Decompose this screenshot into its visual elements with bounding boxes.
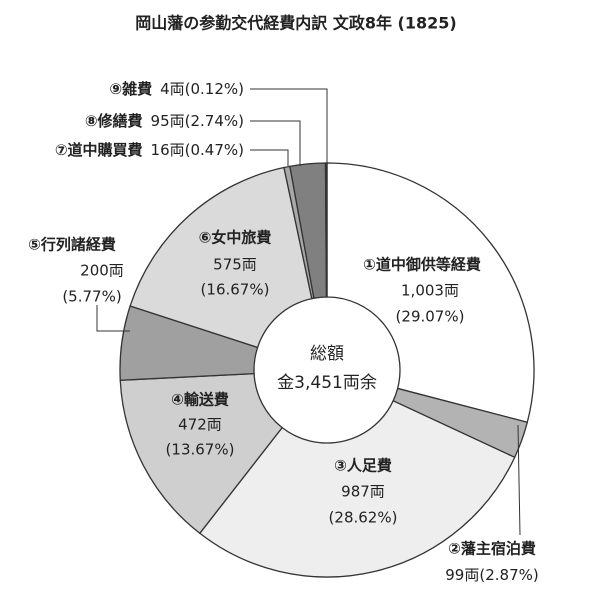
- donut-slice: [119, 372, 284, 535]
- leader-line: [250, 120, 301, 166]
- percent-label: (5.77%): [62, 288, 121, 306]
- percent-label: (2.74%): [185, 112, 244, 130]
- slice-name: ⑧修繕費: [85, 112, 143, 130]
- percent-label: (0.47%): [185, 141, 244, 159]
- value-label: 200両: [80, 262, 124, 280]
- center-title: 総額: [310, 344, 344, 364]
- value-label: 4両: [160, 80, 185, 98]
- value-label: 95両: [151, 112, 185, 130]
- slice-name: ⑨雑費: [109, 80, 152, 98]
- slice-label: ⑧修繕費 95両(2.74%): [85, 112, 244, 130]
- slice-name: ③人足費: [334, 457, 392, 475]
- slice-name: ⑦道中購買費: [55, 141, 143, 159]
- donut-slice: [129, 166, 313, 349]
- value-label: 575両: [213, 256, 257, 274]
- slice-name: ④輸送費: [171, 391, 229, 409]
- leader-line: [250, 149, 289, 166]
- value-label: 99両: [445, 566, 479, 584]
- percent-label: (13.67%): [166, 441, 235, 459]
- value-label: 1,003両: [401, 282, 459, 300]
- percent-label: (29.07%): [396, 308, 465, 326]
- donut-slice: [324, 162, 328, 298]
- leader-line: [96, 305, 130, 332]
- percent-label: (28.62%): [329, 509, 398, 527]
- value-percent-label: 99両(2.87%): [445, 566, 538, 584]
- donut-slice: [198, 399, 516, 578]
- slice-name: ①道中御供等経費: [363, 256, 481, 274]
- slice-label: ⑦道中購買費 16両(0.47%): [55, 141, 244, 159]
- leader-line: [517, 424, 521, 536]
- slice-name: ⑤行列諸経費: [28, 236, 116, 254]
- value-label: 16両: [151, 141, 185, 159]
- leader-line: [250, 88, 328, 170]
- center-label: 金3,451両余: [277, 373, 377, 393]
- percent-label: (16.67%): [201, 281, 270, 299]
- value-label: 472両: [178, 416, 222, 434]
- chart-title: 岡山藩の参勤交代経費内訳 文政8年 (1825): [135, 14, 456, 33]
- slice-name: ⑥女中旅費: [199, 229, 272, 247]
- slice-name: ②藩主宿泊費: [448, 540, 536, 558]
- donut-slice: [326, 162, 535, 424]
- slice-label: ⑨雑費 4両(0.12%): [109, 80, 244, 98]
- percent-label: (0.12%): [185, 80, 244, 98]
- value-label: 987両: [341, 483, 385, 501]
- percent-label: (2.87%): [479, 566, 538, 584]
